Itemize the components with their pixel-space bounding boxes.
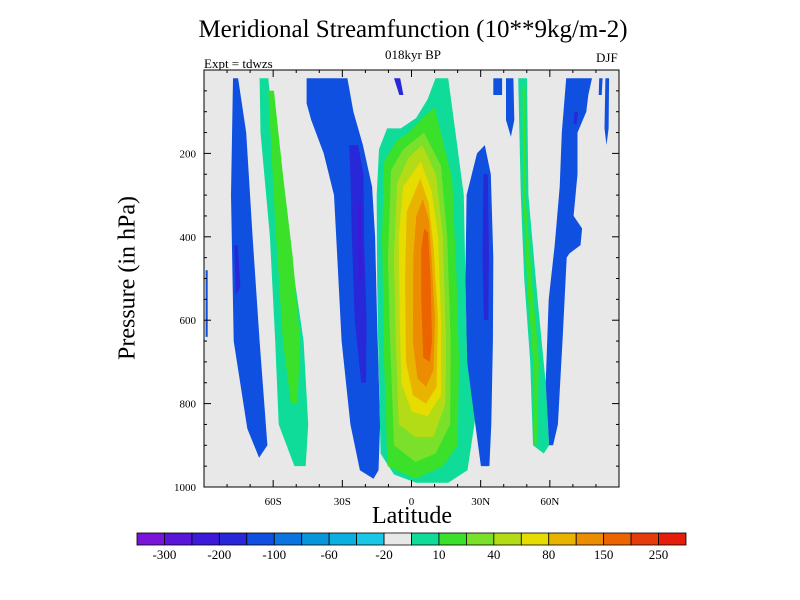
colorbar-swatch — [218, 532, 248, 546]
colorbar-swatch — [630, 532, 659, 546]
colorbar-label: -20 — [375, 547, 392, 562]
contour-region — [522, 86, 539, 446]
colorbar-swatch — [658, 532, 687, 546]
x-tick-label: 0 — [409, 496, 415, 508]
contour-region — [506, 78, 515, 137]
x-tick-label: 60S — [265, 496, 282, 508]
y-tick-label: 200 — [180, 148, 197, 160]
colorbar-swatch — [438, 532, 467, 546]
contour-region — [598, 78, 603, 95]
contour-region — [604, 78, 610, 146]
contour-region — [518, 78, 550, 454]
colorbar-swatch — [411, 532, 440, 546]
axes: 60S 30S 0 30N 60N 200 400 600 800 1000 — [174, 70, 619, 508]
colorbar-label: -200 — [207, 547, 231, 562]
colorbar-label: 40 — [487, 547, 500, 562]
colorbar-swatch — [575, 532, 605, 546]
colorbar-label: -60 — [320, 547, 337, 562]
colorbar-swatch — [383, 532, 412, 546]
colorbar-swatch — [246, 532, 275, 546]
x-tick-label: 60N — [540, 496, 559, 508]
colorbar-swatch — [328, 532, 357, 546]
x-tick-label: 30N — [471, 496, 490, 508]
y-tick-label: 800 — [180, 399, 197, 411]
colorbar-label: -300 — [153, 547, 177, 562]
colorbar-swatch — [191, 532, 220, 546]
contour-region — [349, 145, 367, 383]
colorbar-label: 250 — [649, 547, 669, 562]
y-tick-label: 1000 — [174, 482, 197, 494]
contour-region — [357, 203, 363, 279]
contour-region — [394, 78, 404, 95]
colorbar-swatch — [520, 532, 550, 546]
colorbar: -300 -200 -100 -60 -20 10 40 80 150 250 — [136, 532, 687, 562]
contour-region — [573, 111, 578, 125]
x-tick-label: 30S — [334, 496, 351, 508]
experiment-label: Expt = tdwzs — [204, 56, 273, 71]
colorbar-swatch — [356, 532, 385, 546]
contour-region — [231, 78, 268, 458]
colorbar-swatch — [273, 532, 303, 546]
contour-region — [234, 245, 241, 296]
y-tick-label: 600 — [180, 315, 197, 327]
chart-subtitle: 018kyr BP — [385, 47, 441, 62]
contour-regions — [205, 78, 610, 483]
chart-title: Meridional Streamfunction (10**9kg/m-2) — [198, 16, 628, 43]
colorbar-swatch — [603, 532, 632, 546]
contour-region — [421, 228, 432, 362]
contour-region — [205, 270, 208, 337]
contour-region — [268, 90, 301, 404]
colorbar-label: 150 — [594, 547, 614, 562]
colorbar-swatch — [164, 532, 193, 546]
colorbar-swatch — [493, 532, 522, 546]
colorbar-label: 80 — [542, 547, 555, 562]
contour-region — [545, 78, 592, 446]
season-label: DJF — [596, 50, 618, 65]
colorbar-swatch — [548, 532, 577, 546]
colorbar-label: 10 — [432, 547, 445, 562]
colorbar-swatch — [301, 532, 330, 546]
colorbar-swatch — [465, 532, 495, 546]
colorbar-label: -100 — [262, 547, 286, 562]
contour-region — [482, 174, 489, 321]
contour-region — [493, 78, 503, 95]
y-tick-label: 400 — [180, 232, 197, 244]
colorbar-swatch — [136, 532, 165, 546]
x-axis-label: Latitude — [372, 503, 452, 529]
